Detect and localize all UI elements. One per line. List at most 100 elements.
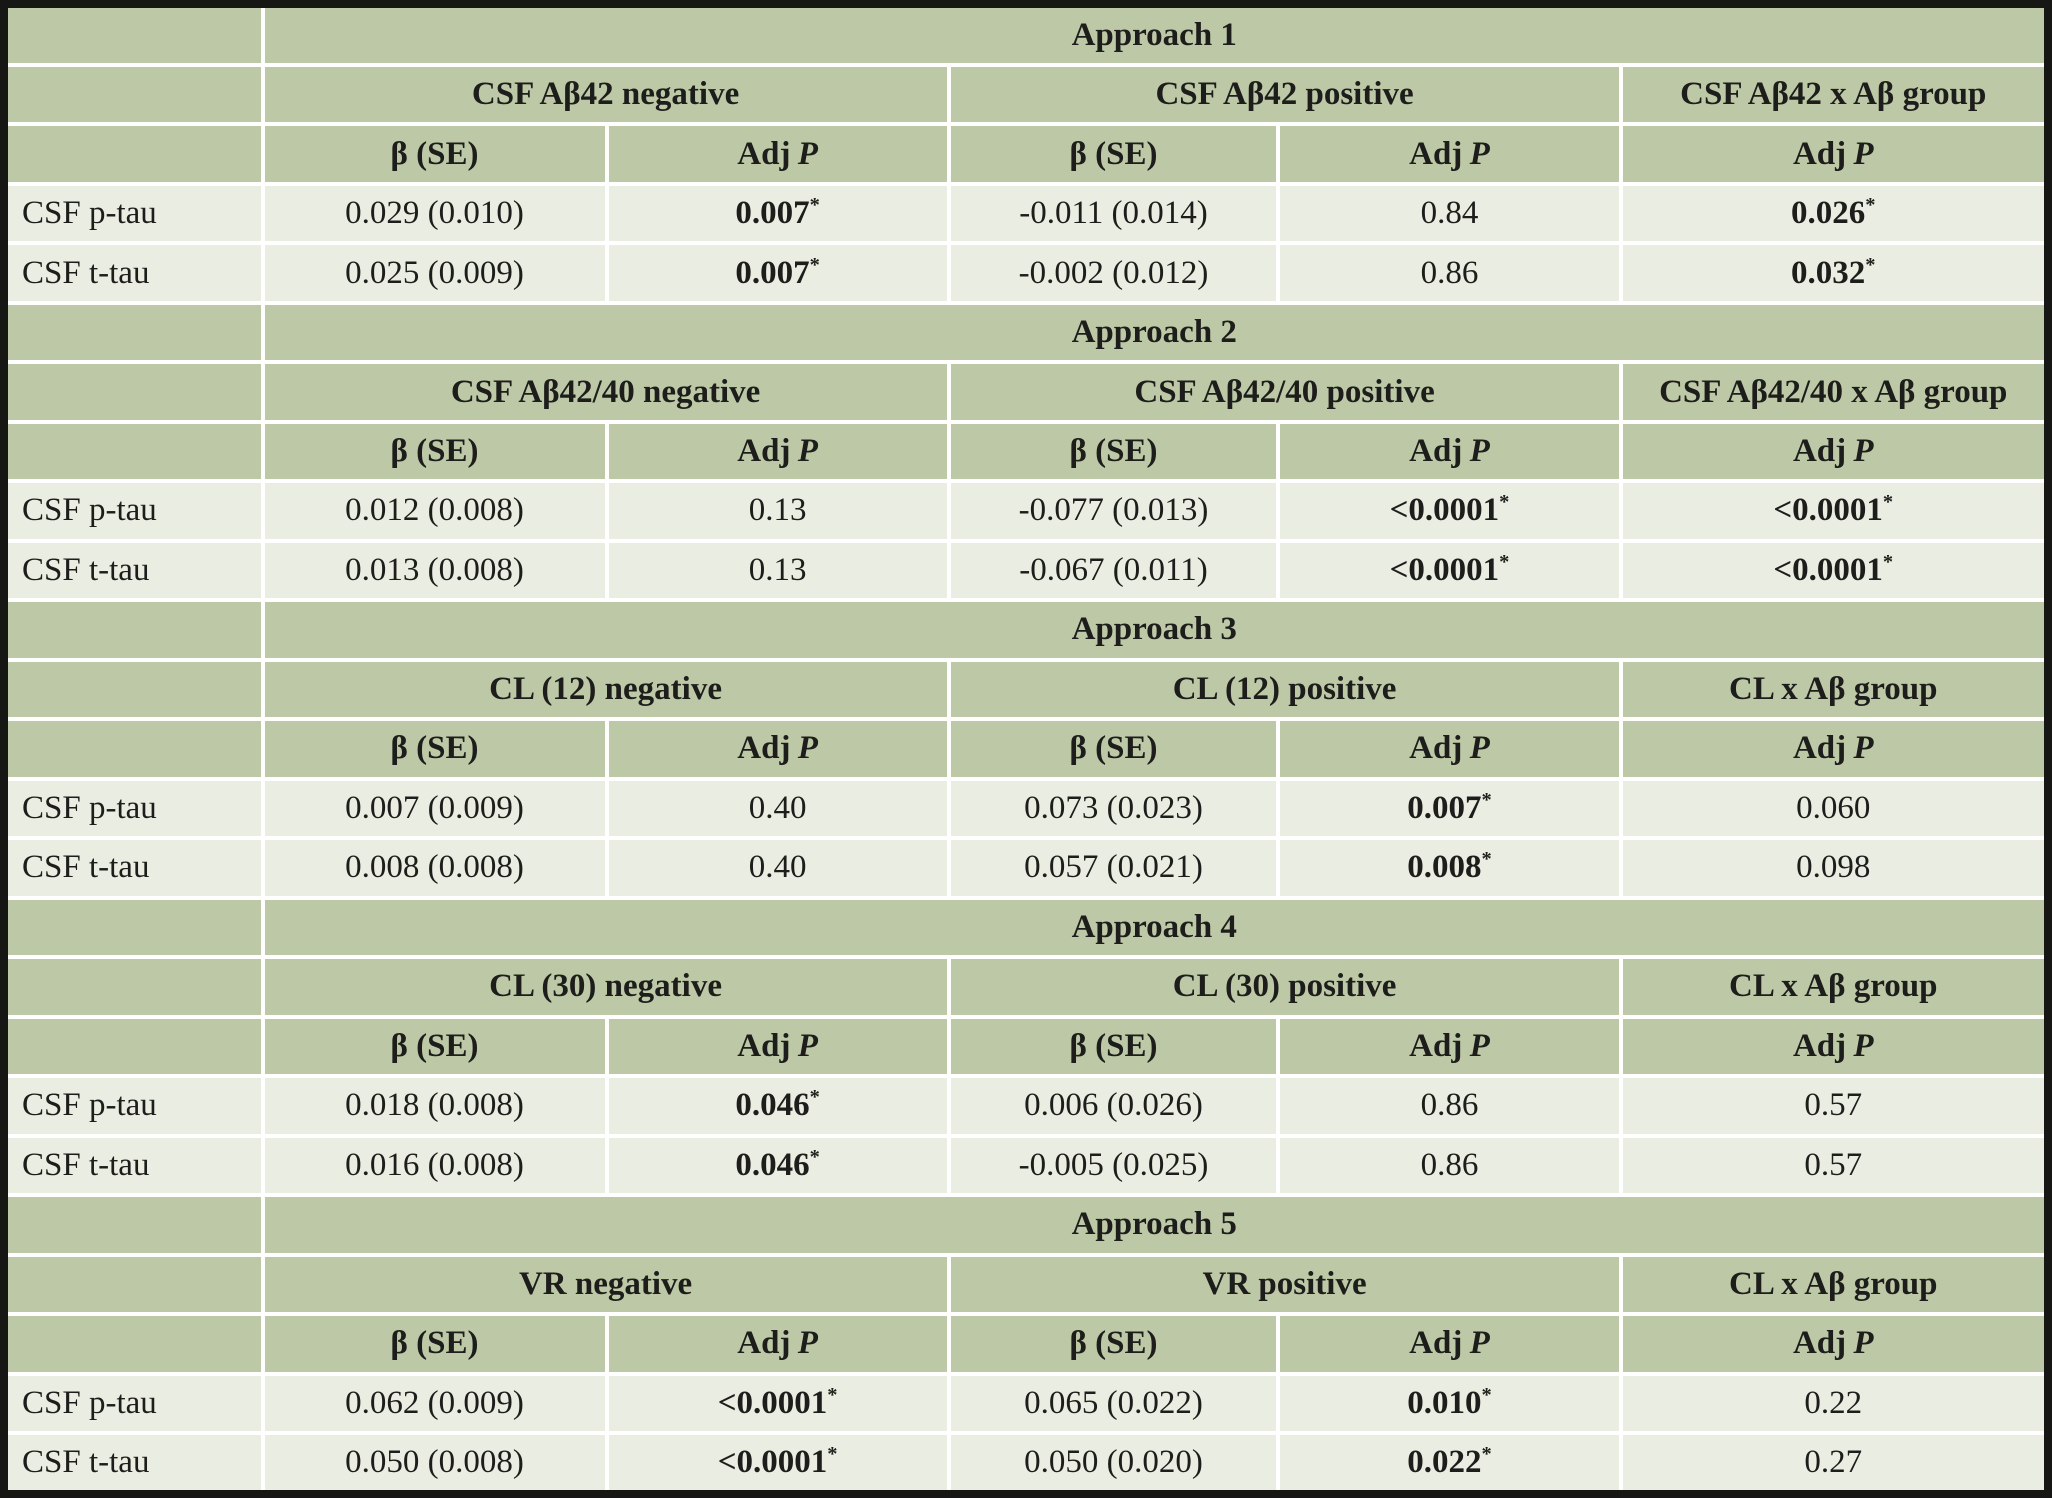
cell-value: 0.007 (0.009) (345, 789, 524, 826)
neg-adj-p-header: Adj P (604, 419, 951, 484)
cell-value: 0.012 (0.008) (345, 492, 524, 529)
cell-value: 0.050 (0.020) (1024, 1443, 1203, 1480)
corner-cell (8, 1193, 265, 1257)
data-row: CSF t-tau 0.013 (0.008) 0.13 -0.067 (0.011)… (8, 538, 2044, 603)
interaction-adj-p-header: Adj P (1618, 122, 2044, 186)
cell-value: 0.84 (1420, 195, 1479, 232)
approach-title-row: Approach 5 (8, 1193, 2044, 1257)
neg-adjp-cell: 0.007* (604, 181, 951, 246)
cell-value: 0.86 (1420, 1087, 1479, 1124)
significance-star: * (1882, 491, 1894, 514)
group-header-row: CSF Aβ42 negative CSF Aβ42 positive CSF Aβ… (8, 62, 2044, 127)
interaction-adjp-cell: 0.026* (1618, 181, 2044, 246)
significance-star: * (1481, 1383, 1492, 1406)
significance-star: * (1481, 848, 1492, 871)
data-row: CSF t-tau 0.025 (0.009) 0.007* -0.002 (0.01… (8, 241, 2044, 305)
interaction-adjp-cell: 0.22 (1618, 1371, 2044, 1436)
cell-value: 0.007 (735, 254, 810, 291)
pos-beta-cell: 0.073 (0.023) (946, 776, 1281, 841)
p-value-label: P (1853, 730, 1874, 767)
data-row: CSF t-tau 0.008 (0.008) 0.40 0.057 (0.021) 0… (8, 836, 2044, 900)
cell-value: -0.002 (0.012) (1018, 254, 1209, 291)
approach-title-cell: Approach 5 (260, 1193, 2044, 1257)
interaction-adjp-cell: <0.0001* (1618, 479, 2044, 543)
negative-group-cell: CSF Aβ42 negative (260, 62, 951, 127)
approach-title-cell: Approach 3 (260, 598, 2044, 662)
significance-star: * (1481, 1442, 1492, 1465)
interaction-group-cell: CSF Aβ42 x Aβ group (1618, 62, 2044, 127)
neg-beta-cell: 0.008 (0.008) (260, 836, 609, 900)
pos-adj-p-header: Adj P (1276, 1014, 1623, 1079)
pos-adj-p-header: Adj P (1276, 1311, 1623, 1376)
positive-group-cell: CSF Aβ42 positive (946, 62, 1623, 127)
cell-value: 0.098 (1796, 849, 1871, 886)
neg-beta-cell: 0.007 (0.009) (260, 776, 609, 841)
cell-value: 0.057 (0.021) (1024, 849, 1203, 886)
adj-label: Adj (1792, 730, 1847, 767)
pos-adjp-cell: 0.010* (1276, 1371, 1623, 1436)
cell-value: -0.011 (0.014) (1019, 195, 1208, 232)
neg-beta-se-header: β (SE) (260, 419, 609, 484)
data-row: CSF p-tau 0.062 (0.009) <0.0001* 0.065 (0.0… (8, 1371, 2044, 1436)
pos-adjp-cell: 0.86 (1276, 1133, 1623, 1198)
cell-value: 0.27 (1804, 1443, 1863, 1480)
row-label-cell: CSF p-tau (8, 776, 265, 841)
interaction-adj-p-header: Adj P (1618, 419, 2044, 484)
neg-adjp-cell: <0.0001* (604, 1371, 951, 1436)
approach-title-row: Approach 2 (8, 300, 2044, 365)
cell-value: 0.026 (1791, 195, 1866, 232)
pos-beta-cell: -0.067 (0.011) (946, 538, 1281, 603)
cell-value: 0.032 (1791, 254, 1866, 291)
cell-value: <0.0001 (717, 1384, 828, 1421)
cell-value: 0.073 (0.023) (1024, 789, 1203, 826)
pos-beta-se-header: β (SE) (946, 1014, 1281, 1079)
cell-value: -0.067 (0.011) (1019, 551, 1208, 588)
neg-adjp-cell: 0.007* (604, 241, 951, 305)
neg-beta-cell: 0.016 (0.008) (260, 1133, 609, 1198)
significance-star: * (809, 194, 820, 217)
pos-adjp-cell: 0.84 (1276, 181, 1623, 246)
row-label-cell: CSF t-tau (8, 1430, 265, 1490)
cell-value: 0.022 (1407, 1443, 1482, 1480)
corner-cell (8, 62, 265, 127)
corner-cell (8, 657, 265, 722)
pos-beta-cell: 0.065 (0.022) (946, 1371, 1281, 1436)
adj-label: Adj (1409, 730, 1463, 767)
cell-value: -0.005 (0.025) (1018, 1146, 1209, 1183)
neg-adj-p-header: Adj P (604, 717, 951, 781)
neg-adj-p-header: Adj P (604, 1014, 951, 1079)
cell-value: 0.13 (748, 492, 807, 529)
cell-value: 0.007 (735, 195, 810, 232)
corner-cell (8, 1252, 265, 1317)
adj-label: Adj (1792, 135, 1847, 172)
group-header-row: VR negative VR positive CL x Aβ group (8, 1252, 2044, 1317)
cell-value: 0.016 (0.008) (345, 1146, 524, 1183)
interaction-adj-p-header: Adj P (1618, 717, 2044, 781)
data-row: CSF t-tau 0.016 (0.008) 0.046* -0.005 (0.02… (8, 1133, 2044, 1198)
neg-beta-se-header: β (SE) (260, 1311, 609, 1376)
significance-star: * (1481, 788, 1492, 811)
interaction-adjp-cell: 0.27 (1618, 1430, 2044, 1490)
approach-title-row: Approach 3 (8, 598, 2044, 662)
positive-group-cell: CL (12) positive (946, 657, 1623, 722)
cell-value: 0.13 (748, 551, 807, 588)
approach-title-row: Approach 4 (8, 895, 2044, 960)
interaction-adjp-cell: 0.57 (1618, 1133, 2044, 1198)
adj-label: Adj (737, 432, 791, 469)
data-row: CSF p-tau 0.018 (0.008) 0.046* 0.006 (0.026… (8, 1074, 2044, 1138)
pos-adjp-cell: <0.0001* (1276, 538, 1623, 603)
group-header-row: CL (12) negative CL (12) positive CL x Aβ … (8, 657, 2044, 722)
adj-label: Adj (737, 1027, 791, 1064)
significance-star: * (1882, 550, 1894, 573)
interaction-group-cell: CL x Aβ group (1618, 955, 2044, 1019)
cell-value: 0.046 (735, 1087, 810, 1124)
approach-title-cell: Approach 4 (260, 895, 2044, 960)
significance-star: * (809, 1086, 820, 1109)
corner-cell (8, 598, 265, 662)
cell-value: 0.22 (1804, 1384, 1863, 1421)
significance-star: * (1865, 253, 1876, 276)
approach-title-cell: Approach 1 (260, 8, 2044, 67)
